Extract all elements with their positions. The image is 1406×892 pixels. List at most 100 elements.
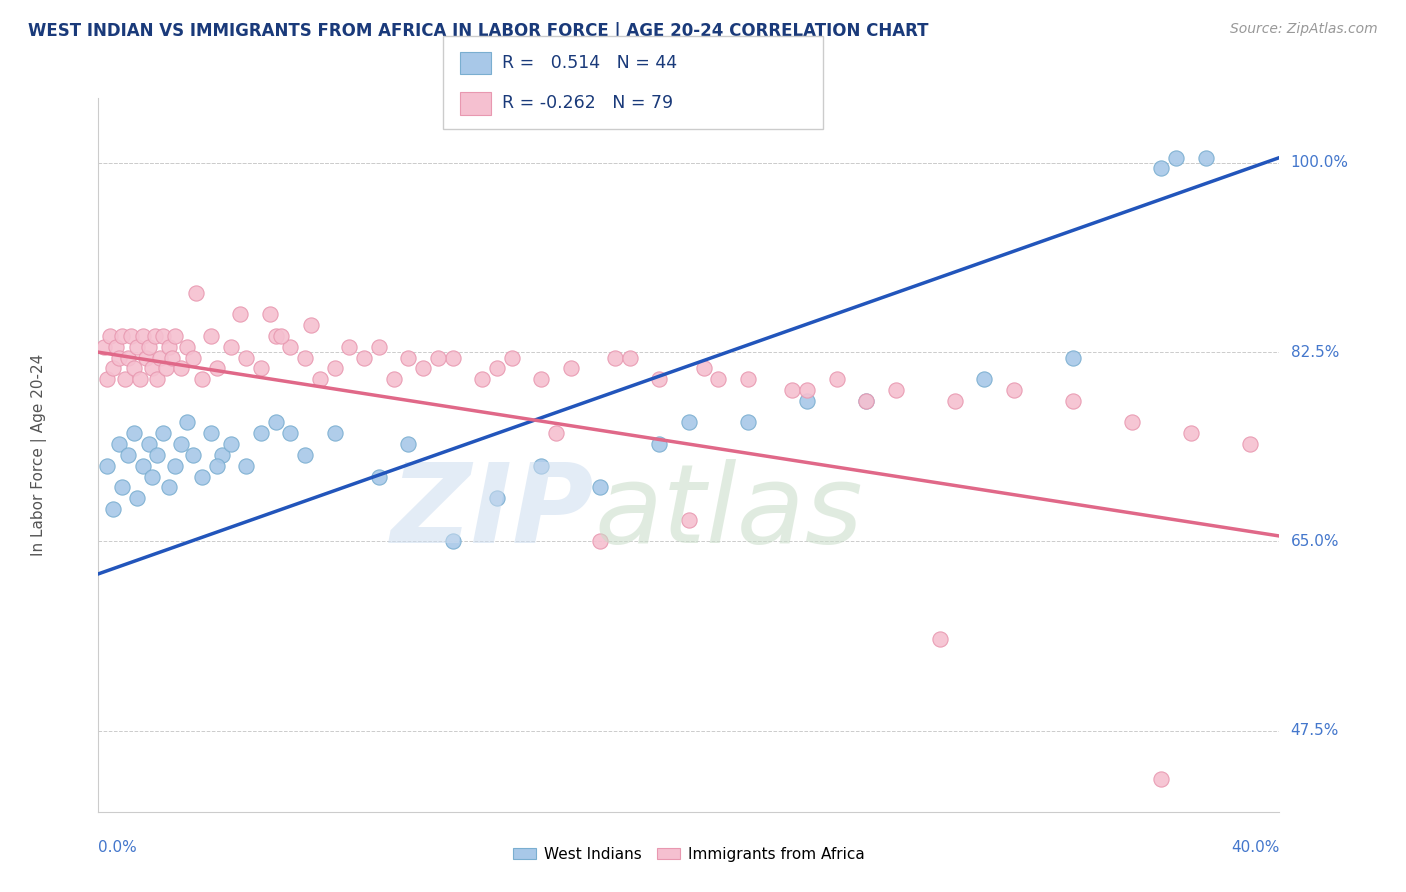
Text: In Labor Force | Age 20-24: In Labor Force | Age 20-24 bbox=[31, 354, 48, 556]
Text: WEST INDIAN VS IMMIGRANTS FROM AFRICA IN LABOR FORCE | AGE 20-24 CORRELATION CHA: WEST INDIAN VS IMMIGRANTS FROM AFRICA IN… bbox=[28, 22, 928, 40]
Point bbox=[396, 437, 419, 451]
Point bbox=[205, 458, 228, 473]
Text: atlas: atlas bbox=[595, 458, 863, 566]
Point bbox=[1239, 437, 1261, 451]
Point bbox=[1180, 426, 1202, 441]
Point bbox=[353, 351, 375, 365]
Point bbox=[368, 340, 391, 354]
Point bbox=[278, 340, 302, 354]
Point bbox=[229, 307, 252, 321]
Point bbox=[211, 448, 233, 462]
Point bbox=[132, 329, 155, 343]
Point bbox=[146, 448, 169, 462]
Point bbox=[648, 372, 671, 386]
Point bbox=[125, 340, 148, 354]
Point bbox=[250, 426, 273, 441]
Point bbox=[427, 351, 450, 365]
Point bbox=[323, 426, 346, 441]
Point bbox=[278, 426, 302, 441]
Text: 82.5%: 82.5% bbox=[1291, 344, 1339, 359]
Point bbox=[205, 361, 228, 376]
Point bbox=[98, 329, 121, 343]
Point bbox=[299, 318, 322, 333]
Text: 0.0%: 0.0% bbox=[98, 840, 138, 855]
Point bbox=[1121, 416, 1143, 430]
Point bbox=[250, 361, 273, 376]
Point bbox=[309, 372, 332, 386]
Point bbox=[270, 329, 292, 343]
Point bbox=[128, 372, 150, 386]
Point bbox=[737, 372, 759, 386]
Text: 65.0%: 65.0% bbox=[1291, 534, 1339, 549]
Point bbox=[114, 372, 136, 386]
Point bbox=[546, 426, 568, 441]
Point bbox=[560, 361, 582, 376]
Point bbox=[155, 361, 177, 376]
Point bbox=[589, 534, 612, 549]
Point bbox=[707, 372, 730, 386]
Point bbox=[200, 426, 222, 441]
Point bbox=[737, 416, 759, 430]
Point bbox=[170, 437, 193, 451]
Point bbox=[368, 469, 391, 483]
Point bbox=[191, 469, 214, 483]
Point bbox=[264, 416, 287, 430]
Point bbox=[264, 329, 287, 343]
Point bbox=[1002, 383, 1025, 397]
Point bbox=[782, 383, 804, 397]
Point bbox=[235, 351, 257, 365]
Point bbox=[122, 361, 145, 376]
Point bbox=[259, 307, 281, 321]
Point bbox=[93, 340, 115, 354]
Point bbox=[678, 513, 700, 527]
Point bbox=[693, 361, 716, 376]
Point bbox=[96, 372, 118, 386]
Point bbox=[162, 351, 183, 365]
Point bbox=[486, 361, 509, 376]
Point bbox=[141, 469, 163, 483]
Text: 100.0%: 100.0% bbox=[1291, 155, 1348, 170]
Point bbox=[441, 534, 464, 549]
Point bbox=[855, 393, 877, 408]
Point bbox=[294, 351, 316, 365]
Point bbox=[165, 458, 187, 473]
Point bbox=[117, 351, 139, 365]
Point bbox=[152, 426, 174, 441]
Point bbox=[796, 393, 818, 408]
Point bbox=[796, 383, 818, 397]
Point bbox=[181, 351, 204, 365]
Point bbox=[1150, 772, 1173, 787]
Point bbox=[135, 351, 157, 365]
Point bbox=[120, 329, 142, 343]
Point bbox=[973, 372, 995, 386]
Point bbox=[589, 480, 612, 494]
Point bbox=[486, 491, 509, 505]
Point bbox=[143, 329, 166, 343]
Point bbox=[111, 480, 134, 494]
Point bbox=[149, 351, 172, 365]
Point bbox=[200, 329, 222, 343]
Point bbox=[105, 340, 128, 354]
Point bbox=[170, 361, 193, 376]
Point bbox=[111, 329, 134, 343]
Point bbox=[96, 458, 118, 473]
Point bbox=[176, 416, 198, 430]
Legend: West Indians, Immigrants from Africa: West Indians, Immigrants from Africa bbox=[508, 841, 870, 868]
Point bbox=[138, 437, 160, 451]
Point bbox=[619, 351, 641, 365]
Point bbox=[1164, 151, 1187, 165]
Point bbox=[181, 448, 204, 462]
Point bbox=[103, 361, 125, 376]
Point bbox=[294, 448, 316, 462]
Point bbox=[122, 426, 145, 441]
Point bbox=[1195, 151, 1218, 165]
Point bbox=[165, 329, 187, 343]
Point bbox=[605, 351, 627, 365]
Point bbox=[943, 393, 966, 408]
Point bbox=[412, 361, 434, 376]
Point bbox=[157, 480, 180, 494]
Point bbox=[884, 383, 907, 397]
Point bbox=[191, 372, 214, 386]
Point bbox=[219, 437, 243, 451]
Text: R =   0.514   N = 44: R = 0.514 N = 44 bbox=[502, 54, 678, 72]
